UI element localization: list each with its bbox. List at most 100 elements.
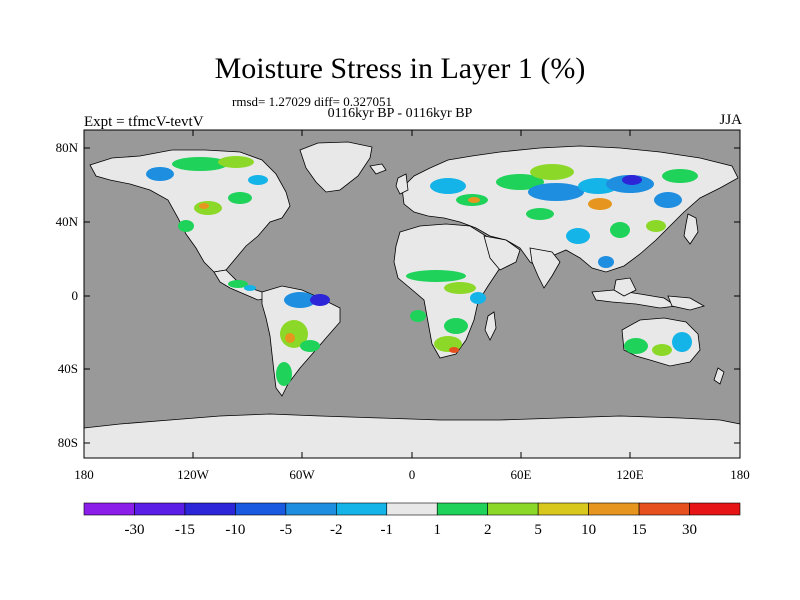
- anomaly-patch: [528, 183, 584, 201]
- lon-tick-label: 120E: [616, 467, 644, 482]
- colorbar-swatch: [235, 502, 287, 516]
- anomaly-patch: [530, 164, 574, 180]
- anomaly-patch: [430, 178, 466, 194]
- british-isles: [395, 173, 409, 195]
- india: [529, 247, 561, 289]
- anomaly-patch: [588, 198, 612, 210]
- lat-tick-label: 40N: [56, 214, 79, 229]
- anomaly-patch: [406, 270, 466, 282]
- map-title: Moisture Stress in Layer 1 (%): [214, 52, 586, 85]
- lon-tick-label: 180: [730, 467, 750, 482]
- anomaly-patch: [444, 318, 468, 334]
- anomaly-patch: [566, 228, 590, 244]
- colorbar-label: 2: [484, 522, 492, 538]
- colorbar-swatch: [588, 502, 640, 516]
- colorbar-label: -30: [124, 522, 144, 538]
- anomaly-patch: [672, 332, 692, 352]
- colorbar-swatch: [386, 502, 438, 516]
- anomaly-patch: [496, 174, 544, 190]
- arabian-peninsula: [483, 235, 521, 271]
- anomaly-patch: [228, 280, 248, 288]
- anomaly-patch: [622, 175, 642, 185]
- anomaly-patch: [218, 156, 254, 168]
- latitude-axis: [84, 147, 740, 444]
- north-america: [89, 149, 291, 273]
- greenland: [299, 141, 373, 193]
- colorbar-label: 5: [534, 522, 542, 538]
- anomaly-patch: [468, 197, 480, 203]
- anomaly-patch: [646, 220, 666, 232]
- anomaly-patch: [194, 201, 222, 215]
- experiment-label: Expt = tfmcV-tevtV: [84, 114, 204, 130]
- anomaly-patch: [310, 294, 330, 306]
- colorbar-swatch: [638, 502, 690, 516]
- anomaly-patch: [284, 292, 316, 308]
- period-text: 0116kyr BP - 0116kyr BP: [327, 106, 473, 121]
- colorbar-label: 30: [682, 522, 697, 538]
- anomaly-patch: [199, 203, 209, 209]
- anomaly-patch: [248, 175, 268, 185]
- season-label: JJA: [719, 112, 742, 128]
- lat-tick-label: 80N: [56, 140, 79, 155]
- colorbar-label: -15: [175, 522, 195, 538]
- anomaly-patch: [449, 347, 459, 353]
- anomaly-patch: [652, 344, 672, 356]
- colorbar-label: -10: [225, 522, 245, 538]
- anomaly-patch: [285, 333, 295, 343]
- anomaly-patch: [410, 310, 426, 322]
- antarctica: [83, 413, 741, 459]
- colorbar-swatch: [134, 502, 186, 516]
- lon-tick-label: 0: [409, 467, 416, 482]
- anomaly-patch: [610, 222, 630, 238]
- anomaly-patch: [228, 192, 252, 204]
- colorbar: [83, 502, 741, 516]
- iceland: [369, 163, 387, 175]
- colorbar-label: 1: [433, 522, 441, 538]
- anomaly-patch: [244, 285, 256, 291]
- colorbar-swatch: [537, 502, 589, 516]
- lon-tick-label: 60E: [511, 467, 532, 482]
- colorbar-swatch: [487, 502, 539, 516]
- anomaly-patch: [654, 192, 682, 208]
- lon-tick-label: 60W: [289, 467, 315, 482]
- anomaly-patch: [662, 169, 698, 183]
- colorbar-label: -5: [280, 522, 293, 538]
- lat-tick-label: 80S: [58, 435, 78, 450]
- colorbar-labels: -30 -15 -10 -5 -2 -1 1 2 5 10 15 30: [124, 522, 697, 538]
- statistics-text: rmsd= 1.27029 diff= 0.327051: [232, 94, 392, 109]
- japan: [683, 213, 699, 245]
- anomaly-patch: [598, 256, 614, 268]
- eurasia: [401, 145, 739, 273]
- lon-tick-label: 180: [74, 467, 94, 482]
- colorbar-label: -1: [381, 522, 394, 538]
- lat-tick-label: 40S: [58, 361, 78, 376]
- new-zealand: [713, 367, 725, 385]
- colorbar-swatch: [689, 502, 741, 516]
- australia: [621, 317, 701, 367]
- anomaly-patch: [526, 208, 554, 220]
- colorbar-swatch: [336, 502, 388, 516]
- anomaly-patches: [146, 156, 698, 386]
- colorbar-swatch: [436, 502, 488, 516]
- latitude-labels: 80N 40N 0 40S 80S: [56, 140, 79, 450]
- longitude-labels: 180 120W 60W 0 60E 120E 180: [74, 467, 750, 482]
- colorbar-swatch: [83, 502, 135, 516]
- anomaly-patch: [178, 220, 194, 232]
- colorbar-label: -2: [330, 522, 343, 538]
- new-guinea: [667, 295, 706, 311]
- colorbar-swatch: [285, 502, 337, 516]
- colorbar-label: 10: [581, 522, 596, 538]
- lat-tick-label: 0: [72, 288, 79, 303]
- colorbar-swatch: [184, 502, 236, 516]
- anomaly-patch: [172, 157, 228, 171]
- anomaly-patch: [444, 282, 476, 294]
- anomaly-patch: [300, 340, 320, 352]
- anomaly-patch: [470, 292, 486, 304]
- lon-tick-label: 120W: [177, 467, 210, 482]
- colorbar-label: 15: [632, 522, 647, 538]
- anomaly-patch: [146, 167, 174, 181]
- longitude-axis: [83, 130, 741, 458]
- borneo: [613, 277, 637, 297]
- anomaly-patch: [276, 362, 292, 386]
